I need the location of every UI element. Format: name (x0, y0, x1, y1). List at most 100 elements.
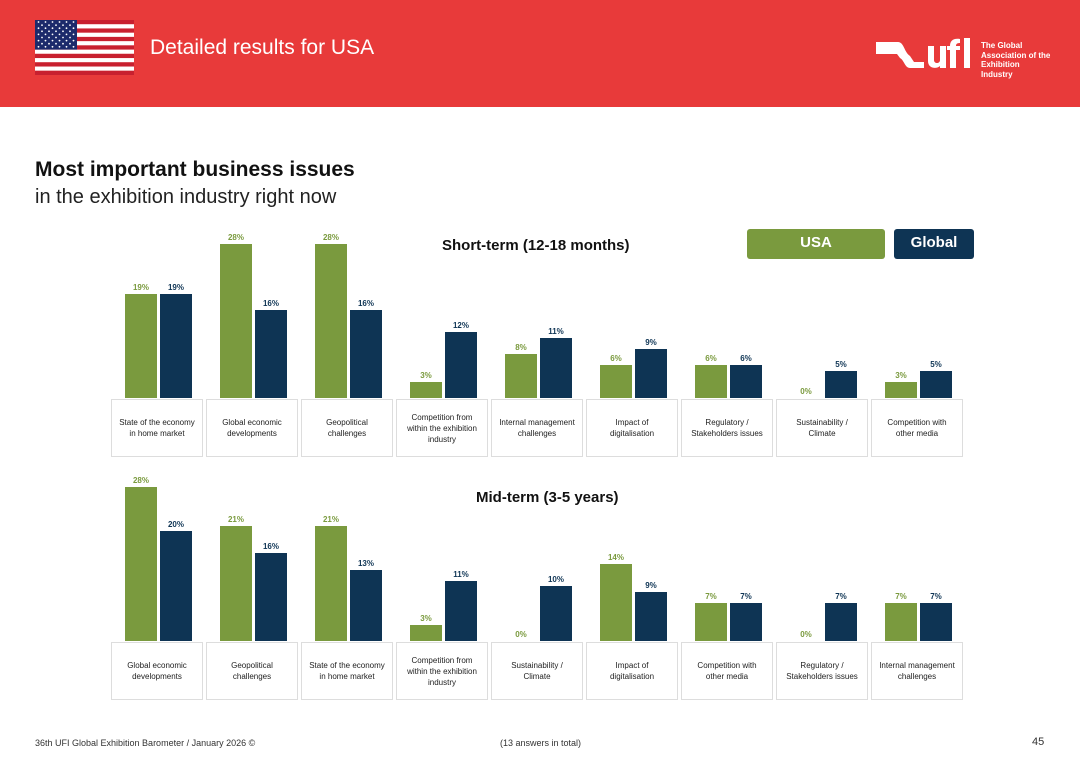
global-value-label: 19% (167, 282, 184, 292)
global-bar (635, 348, 667, 398)
usa-bar (220, 525, 252, 641)
usa-value-label: 0% (800, 387, 812, 396)
legend-global: Global (894, 229, 974, 259)
usa-value-label: 21% (322, 514, 339, 524)
usa-value-label: 3% (895, 370, 907, 380)
global-value-label: 13% (357, 558, 374, 568)
category-label: Competition from within the exhibition i… (396, 399, 488, 457)
category-label: State of the economy in home market (111, 399, 203, 457)
usa-value-label: 3% (420, 613, 432, 623)
usa-value-label: 0% (800, 630, 812, 639)
global-value-label: 9% (645, 580, 657, 590)
global-value-label: 20% (167, 520, 184, 529)
usa-value-label: 28% (132, 476, 149, 485)
usa-value-label: 28% (227, 233, 244, 242)
global-bar (160, 531, 192, 641)
global-bar (445, 580, 477, 641)
usa-value-label: 14% (607, 553, 624, 562)
category-label: Impact of digitalisation (586, 399, 678, 457)
footer-note: (13 answers in total) (500, 738, 582, 748)
usa-bar (695, 365, 727, 398)
global-value-label: 12% (452, 321, 469, 330)
global-value-label: 10% (547, 575, 564, 584)
usa-bar (885, 381, 917, 398)
global-value-label: 16% (357, 299, 374, 308)
usa-bar (600, 564, 632, 641)
usa-bar (125, 293, 157, 398)
category-label: Global economic developments (111, 642, 203, 700)
global-bar (730, 365, 762, 398)
usa-bar (410, 624, 442, 641)
category-label: Regulatory / Stakeholders issues (681, 399, 773, 457)
usa-value-label: 28% (322, 233, 339, 242)
mid-term-title: Mid-term (3-5 years) (476, 489, 619, 506)
usa-value-label: 8% (515, 343, 527, 352)
usa-bar (220, 244, 252, 398)
category-label: Geopolitical challenges (301, 399, 393, 457)
global-value-label: 7% (930, 591, 942, 601)
legend-usa: USA (747, 229, 885, 259)
header-banner: Detailed results for USA The Global Asso… (0, 0, 1080, 107)
category-label: Global economic developments (206, 399, 298, 457)
global-bar (350, 310, 382, 398)
usa-value-label: 7% (895, 591, 907, 601)
ufi-logo (876, 38, 970, 68)
usa-bar (600, 365, 632, 398)
usa-bar (125, 487, 157, 641)
category-label: Sustainability / Climate (491, 642, 583, 700)
usa-value-label: 6% (610, 354, 622, 363)
global-bar (730, 602, 762, 641)
global-bar (825, 370, 857, 398)
footer-source: 36th UFI Global Exhibition Barometer / J… (35, 738, 256, 748)
global-bar (540, 586, 572, 641)
usa-bar (505, 354, 537, 398)
usa-bar (315, 244, 347, 398)
usa-value-label: 0% (515, 630, 527, 639)
global-value-label: 7% (835, 591, 847, 601)
usa-value-label: 3% (420, 370, 432, 380)
usa-bar (315, 525, 347, 641)
category-label: Competition with other media (871, 399, 963, 457)
usa-value-label: 6% (705, 354, 717, 363)
category-label: Geopolitical challenges (206, 642, 298, 700)
header-title: Detailed results for USA (150, 36, 375, 59)
global-bar (160, 293, 192, 398)
global-bar (255, 553, 287, 641)
usa-bar (695, 602, 727, 641)
global-value-label: 16% (262, 299, 279, 308)
global-value-label: 6% (740, 354, 752, 363)
global-bar (255, 310, 287, 398)
global-bar (825, 602, 857, 641)
global-bar (635, 591, 667, 641)
ufi-tagline: The Global Association of the Exhibition… (981, 41, 1051, 79)
global-value-label: 16% (262, 542, 279, 551)
global-value-label: 7% (740, 591, 752, 601)
global-bar (920, 602, 952, 641)
usa-flag-icon (35, 20, 134, 75)
usa-value-label: 19% (132, 282, 149, 292)
usa-value-label: 7% (705, 591, 717, 601)
global-value-label: 9% (645, 337, 657, 347)
category-label: Sustainability / Climate (776, 399, 868, 457)
global-bar (540, 337, 572, 398)
global-value-label: 11% (453, 569, 469, 579)
usa-bar (885, 602, 917, 641)
category-label: Internal management challenges (871, 642, 963, 700)
category-label: Internal management challenges (491, 399, 583, 457)
category-label: Impact of digitalisation (586, 642, 678, 700)
short-term-title: Short-term (12-18 months) (442, 237, 630, 254)
category-label: Competition with other media (681, 642, 773, 700)
page-title: Most important business issues (35, 158, 355, 181)
usa-value-label: 21% (227, 514, 244, 524)
global-bar (920, 370, 952, 398)
global-bar (445, 332, 477, 398)
page-subtitle: in the exhibition industry right now (35, 186, 337, 208)
usa-bar (410, 381, 442, 398)
category-label: Competition from within the exhibition i… (396, 642, 488, 700)
category-label: State of the economy in home market (301, 642, 393, 700)
global-value-label: 11% (548, 326, 564, 336)
page-number: 45 (1032, 736, 1045, 748)
category-label: Regulatory / Stakeholders issues (776, 642, 868, 700)
global-value-label: 5% (835, 359, 847, 369)
global-value-label: 5% (930, 359, 942, 369)
